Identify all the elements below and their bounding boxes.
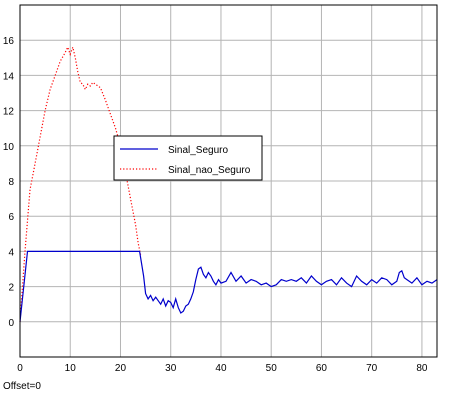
y-tick-label: 14 — [3, 71, 15, 82]
x-tick-label: 80 — [416, 363, 428, 374]
tick-labels: 0 10 20 30 40 50 60 70 80 0 2 4 6 8 10 12 14 16 — [3, 36, 428, 374]
series-line-sinal-seguro — [19, 250, 438, 322]
x-tick-label: 70 — [366, 363, 378, 374]
offset-label: Offset=0 — [3, 381, 41, 392]
y-tick-label: 10 — [3, 142, 15, 153]
y-tick-label: 4 — [8, 247, 14, 258]
legend-label: Sinal_Seguro — [168, 145, 228, 156]
legend-box — [113, 135, 263, 181]
y-tick-label: 0 — [8, 318, 14, 329]
legend: Sinal_Seguro Sinal_nao_Seguro — [113, 135, 263, 181]
x-tick-label: 0 — [17, 363, 23, 374]
x-tick-label: 10 — [65, 363, 77, 374]
x-tick-label: 60 — [316, 363, 328, 374]
y-tick-label: 16 — [3, 36, 15, 47]
x-tick-label: 40 — [215, 363, 227, 374]
y-tick-label: 8 — [8, 177, 14, 188]
y-tick-label: 6 — [8, 212, 14, 223]
plot-frame — [19, 4, 438, 358]
legend-label: Sinal_nao_Seguro — [168, 165, 251, 176]
x-tick-label: 30 — [165, 363, 177, 374]
series-lines — [19, 45, 438, 322]
y-tick-label: 12 — [3, 107, 15, 118]
y-tick-label: 2 — [8, 283, 14, 294]
x-tick-label: 50 — [266, 363, 278, 374]
x-tick-label: 20 — [115, 363, 127, 374]
series-line-sinal-nao-seguro — [19, 45, 142, 322]
